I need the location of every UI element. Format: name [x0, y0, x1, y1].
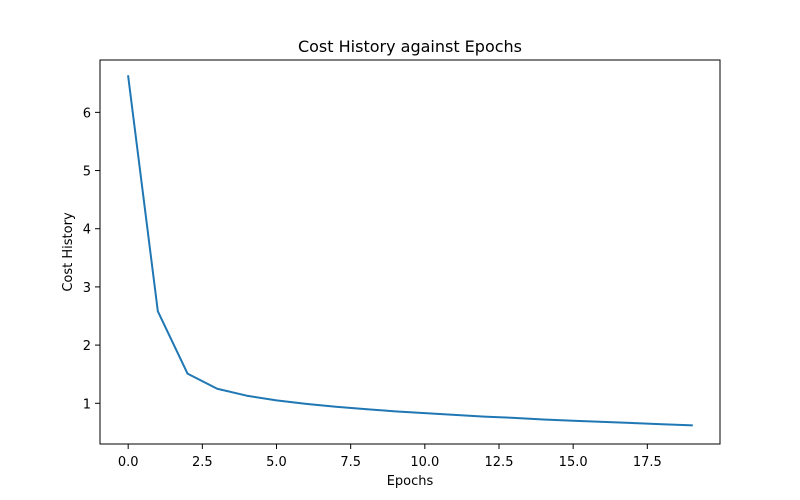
y-tick-label: 4 — [83, 223, 91, 238]
x-tick-label: 10.0 — [410, 455, 439, 470]
y-axis-title: Cost History — [61, 212, 76, 292]
x-tick-label: 5.0 — [266, 455, 287, 470]
x-axis-title: Epochs — [387, 474, 434, 489]
chart-title: Cost History against Epochs — [298, 37, 522, 56]
plot-area: 0.0 2.5 5.0 7.5 10.0 12.5 15.0 17.5 1 2 3 4 5 6 — [83, 75, 693, 470]
y-tick-label: 6 — [83, 106, 91, 121]
x-tick-label: 2.5 — [192, 455, 213, 470]
y-tick-label: 1 — [83, 397, 91, 412]
x-tick-label: 12.5 — [485, 455, 514, 470]
y-tick-label: 5 — [83, 165, 91, 180]
series-line — [127, 75, 693, 427]
x-tick-label: 7.5 — [340, 455, 361, 470]
x-tick-label: 17.5 — [633, 455, 662, 470]
x-tick-label: 15.0 — [559, 455, 588, 470]
y-tick-label: 2 — [83, 339, 91, 354]
x-tick-label: 0.0 — [118, 455, 139, 470]
y-tick-label: 3 — [83, 281, 91, 296]
plot-frame — [99, 59, 721, 445]
